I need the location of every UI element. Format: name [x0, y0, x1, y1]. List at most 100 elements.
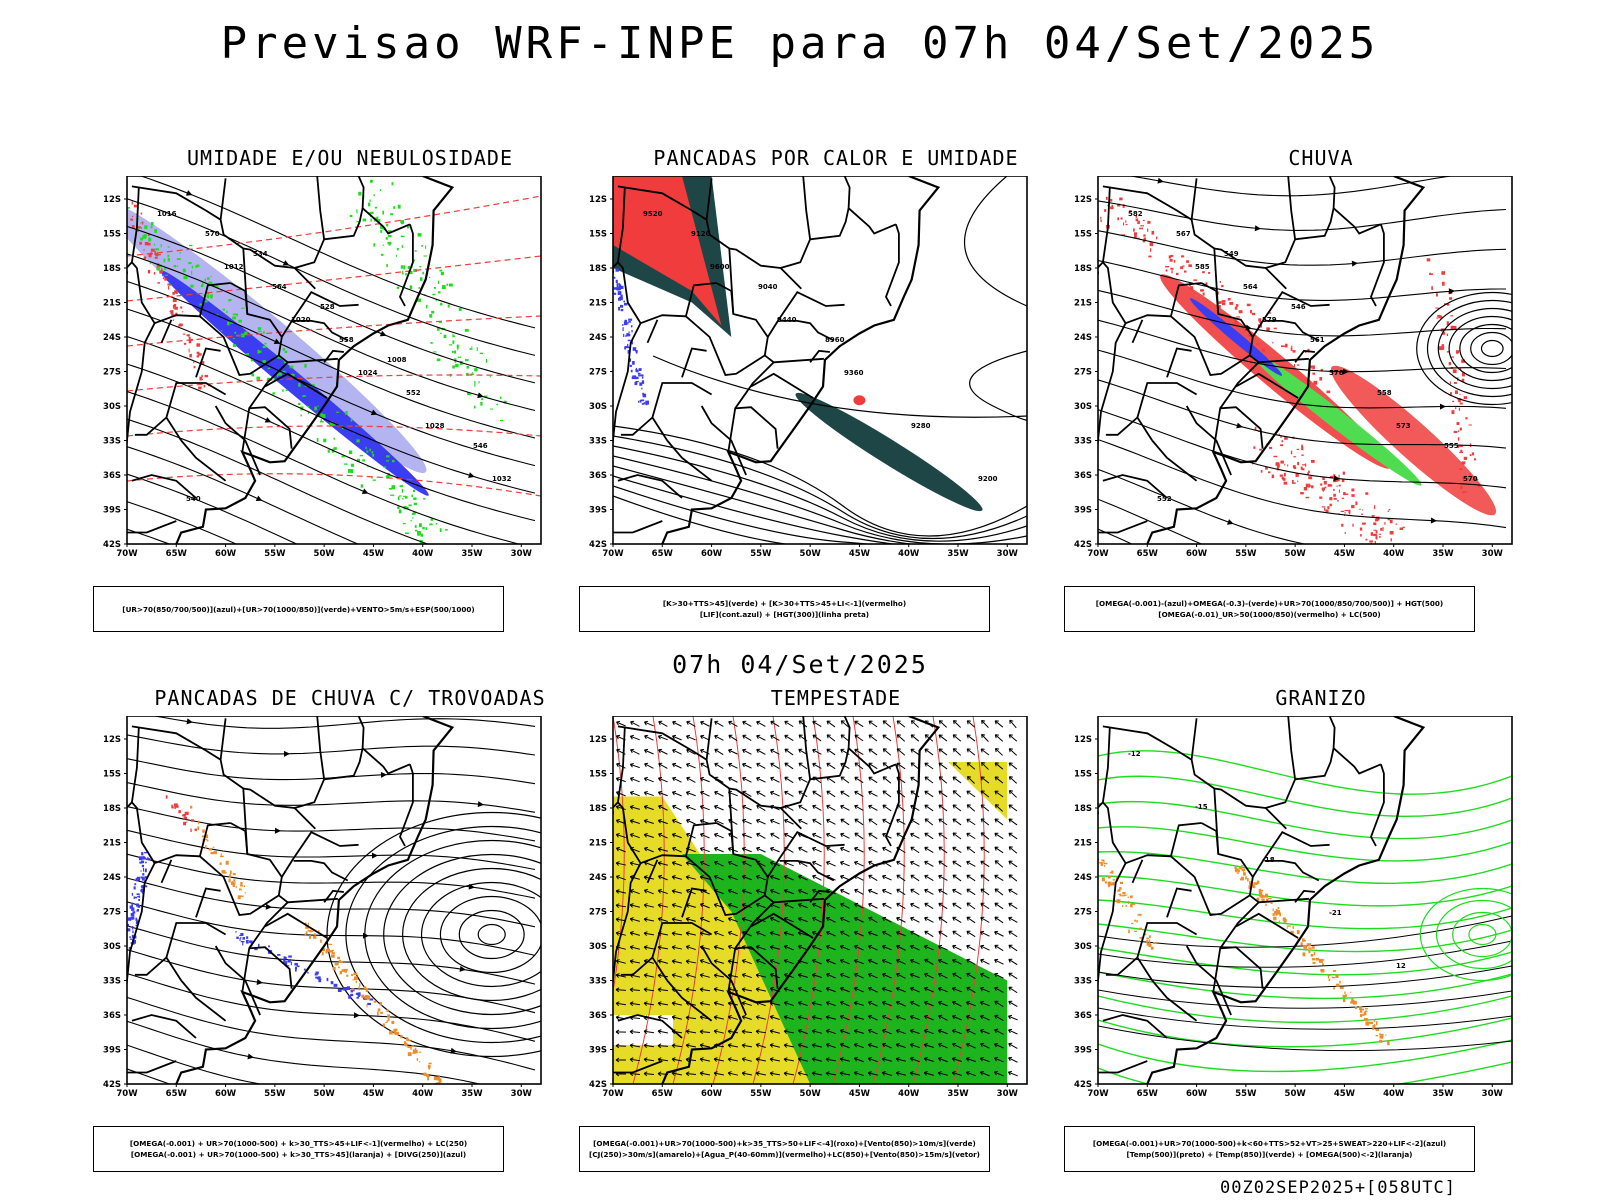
thickness-speckle: [183, 342, 187, 345]
wind-vector: [699, 1001, 710, 1006]
omega-speckle: [1452, 369, 1457, 374]
omega500-speckle: [1241, 864, 1244, 867]
wind-vector: [966, 846, 976, 854]
humidity-speckle: [401, 235, 403, 237]
humidity-speckle: [368, 202, 371, 207]
contour-label: 576: [1329, 369, 1344, 377]
humidity-speckle: [202, 282, 204, 286]
omega-speckle: [1182, 265, 1185, 267]
wind-vector: [896, 958, 906, 965]
humidity-speckle: [386, 223, 388, 227]
political-border: [616, 187, 686, 325]
wind-vector: [924, 748, 934, 756]
lat-label: 12S: [1074, 195, 1092, 205]
omega500-speckle: [1258, 891, 1263, 895]
humidity-speckle: [176, 265, 179, 267]
political-border: [130, 187, 200, 325]
humidity-speckle: [387, 235, 392, 238]
humidity-speckle: [402, 270, 404, 274]
wind-vector: [713, 1071, 724, 1076]
lon-label: 65W: [1137, 549, 1159, 559]
omega500-speckle: [1268, 898, 1272, 900]
omega500-speckle: [1126, 894, 1128, 896]
wind-vector: [755, 958, 766, 965]
wind-vector: [783, 1015, 794, 1020]
lc-speckle: [1351, 504, 1355, 509]
flow-arrow: [468, 883, 475, 890]
humidity-speckle: [259, 350, 262, 353]
omega-speckle: [1449, 297, 1453, 300]
omega-speckle: [1169, 259, 1173, 262]
lc-speckle: [1369, 540, 1373, 543]
wind-vector: [867, 958, 878, 965]
wind-vector: [994, 944, 1004, 952]
humidity-speckle: [208, 281, 213, 285]
convective-speckle-orange: [377, 1008, 381, 1012]
wind-vector: [615, 874, 626, 881]
convective-speckle-orange: [304, 922, 307, 924]
humidity-speckle: [435, 299, 437, 302]
lifted-index-speckle: [635, 369, 639, 373]
humidity-speckle: [273, 378, 276, 382]
lifted-index-speckle: [618, 283, 621, 287]
convective-speckle-orange: [373, 1000, 377, 1003]
flow-arrow: [1254, 225, 1261, 232]
wind-vector: [699, 846, 710, 853]
political-border: [729, 247, 781, 269]
lat-label: 36S: [1074, 1011, 1092, 1021]
wind-vector: [616, 762, 626, 769]
humidity-speckle: [423, 255, 428, 257]
humidity-speckle: [417, 233, 422, 237]
divg-speckle: [143, 867, 144, 872]
humidity-speckle: [433, 351, 437, 353]
humidity-speckle: [387, 224, 389, 227]
lat-label: 39S: [1074, 1046, 1092, 1056]
wind-vector: [616, 720, 626, 727]
humidity-speckle: [405, 532, 409, 534]
lifted-index-speckle: [628, 318, 633, 321]
wind-vector: [981, 719, 989, 728]
convective-speckle-orange: [205, 834, 209, 839]
political-border: [646, 319, 659, 344]
political-border: [1294, 208, 1335, 241]
convective-speckle-orange: [386, 1009, 389, 1012]
convective-speckle-orange: [423, 1072, 427, 1076]
temp850-contour: [1098, 1039, 1512, 1073]
wind-vector: [756, 846, 766, 853]
lon-label: 45W: [363, 1089, 385, 1099]
wind-vector: [924, 958, 934, 965]
omega500-speckle: [1311, 958, 1316, 961]
humidity-speckle: [438, 321, 442, 323]
temp850-contour: [1098, 850, 1512, 885]
omega500-speckle: [1359, 1006, 1363, 1010]
humidity-speckle: [149, 261, 151, 265]
lc-speckle: [1402, 526, 1405, 528]
humidity-speckle: [388, 230, 392, 233]
omega500-speckle: [1274, 910, 1278, 914]
humidity-speckle: [262, 360, 266, 363]
divg-speckle: [337, 988, 342, 992]
wind-vector: [980, 888, 990, 896]
humidity-speckle: [119, 209, 122, 212]
political-border: [1258, 357, 1309, 364]
thickness-speckle: [197, 353, 202, 356]
political-border: [1264, 859, 1320, 882]
political-border: [127, 322, 156, 451]
flow-arrow: [186, 718, 193, 725]
wind-vector: [685, 762, 696, 769]
contour-label: 8960: [825, 336, 845, 344]
political-border: [130, 727, 200, 865]
wind-vector: [952, 818, 962, 826]
political-border: [1169, 282, 1251, 376]
wind-vector: [700, 860, 710, 867]
divg-speckle: [235, 931, 237, 933]
wind-vector: [994, 1014, 1004, 1021]
lon-label: 70W: [116, 1089, 138, 1099]
panel-title: UMIDADE E/OU NEBULOSIDADE: [186, 146, 514, 170]
omega500-speckle: [1379, 1035, 1384, 1039]
lc-speckle: [1341, 523, 1344, 527]
divg-speckle: [240, 941, 245, 943]
political-border: [1151, 979, 1198, 1022]
humidity-speckle: [331, 423, 336, 426]
political-border: [779, 859, 835, 882]
